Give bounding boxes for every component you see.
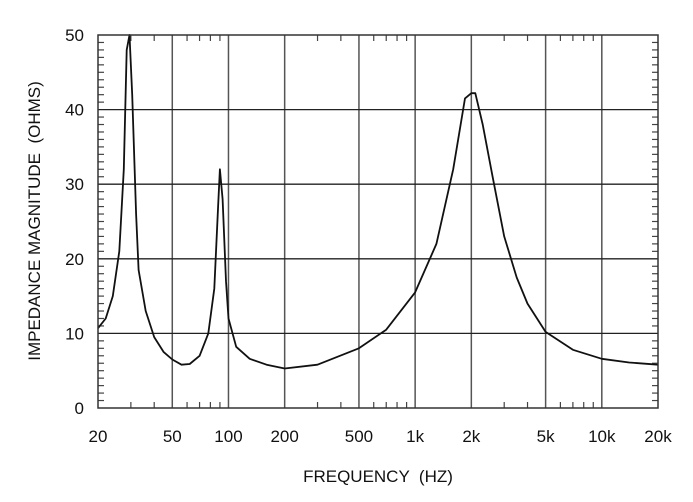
y-tick-label: 40: [65, 101, 84, 120]
x-tick-label: 20k: [644, 427, 672, 446]
y-axis-label: IMPEDANCE MAGNITUDE (OHMS): [25, 81, 44, 361]
x-tick-label: 50: [163, 427, 182, 446]
grid: [98, 35, 658, 408]
y-tick-label: 10: [65, 324, 84, 343]
x-tick-label: 1k: [406, 427, 424, 446]
x-tick-labels: 20 50 100 200 500 1k 2k 5k 10k 20k: [89, 427, 673, 446]
x-tick-label: 100: [214, 427, 242, 446]
impedance-curve: [97, 34, 659, 370]
x-tick-label: 20: [89, 427, 108, 446]
x-tick-label: 2k: [462, 427, 480, 446]
y-tick-label: 30: [65, 175, 84, 194]
x-tick-label: 10k: [588, 427, 616, 446]
y-tick-label: 50: [65, 26, 84, 45]
y-tick-label: 0: [75, 399, 84, 418]
plot-frame: [97, 34, 659, 409]
minor-ticks: [98, 35, 658, 408]
x-tick-label: 200: [270, 427, 298, 446]
y-tick-labels: 0 10 20 30 40 50: [65, 26, 84, 418]
x-tick-label: 500: [345, 427, 373, 446]
x-tick-label: 5k: [537, 427, 555, 446]
x-axis-label: FREQUENCY (HZ): [303, 467, 453, 486]
y-tick-label: 20: [65, 250, 84, 269]
